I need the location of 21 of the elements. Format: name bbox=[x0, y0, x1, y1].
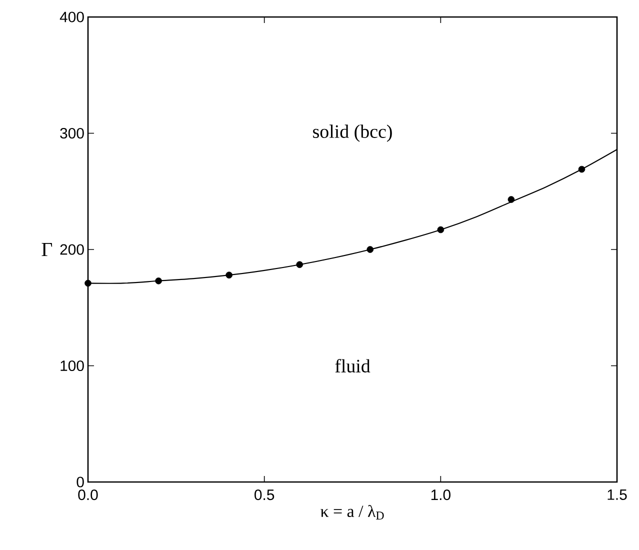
point bbox=[84, 280, 92, 287]
y-tick-label: 100 bbox=[60, 360, 84, 372]
x-tick-label: 1.5 bbox=[608, 490, 627, 500]
y-tick-label: 300 bbox=[60, 128, 84, 139]
annotation: fluid bbox=[335, 358, 370, 373]
point bbox=[508, 196, 515, 203]
annotation: solid (bcc) bbox=[313, 124, 392, 142]
point bbox=[155, 277, 162, 284]
point bbox=[437, 226, 444, 234]
x-tick-label: 0.0 bbox=[78, 490, 98, 500]
y-axis-title: Γ bbox=[42, 242, 52, 256]
point bbox=[296, 261, 303, 268]
point bbox=[226, 272, 232, 278]
y-tick-label: 400 bbox=[60, 12, 84, 22]
point bbox=[578, 166, 586, 173]
point bbox=[366, 246, 374, 253]
y-tick-label: 200 bbox=[60, 244, 84, 255]
x-tick-label: 0.5 bbox=[254, 490, 274, 500]
y-tick-label: 0 bbox=[76, 476, 84, 488]
x-tick-label: 1.0 bbox=[431, 490, 450, 500]
x-axis-title: κ = a / λ$_{D}$ bbox=[320, 504, 384, 520]
